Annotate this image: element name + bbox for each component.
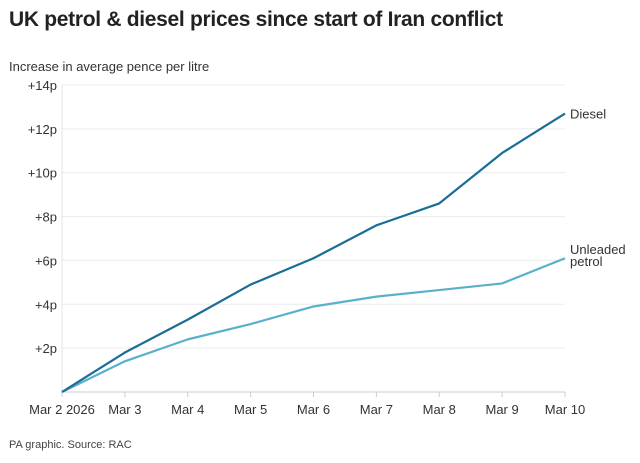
series-label: Unleaded petrol: [570, 242, 626, 269]
series-line-diesel: [61, 112, 566, 393]
y-tick-label: +12p: [28, 122, 57, 137]
series-label: Diesel: [570, 107, 606, 122]
x-tick-label: Mar 2 2026: [29, 402, 95, 417]
x-tick-label: Mar 6: [297, 402, 330, 417]
x-tick-label: Mar 8: [423, 402, 456, 417]
y-axis-label: Increase in average pence per litre: [9, 59, 210, 74]
x-tick-label: Mar 3: [108, 402, 141, 417]
x-tick-label: Mar 7: [360, 402, 393, 417]
source-note: PA graphic. Source: RAC: [9, 439, 132, 451]
x-tick-label: Mar 4: [171, 402, 204, 417]
series-line-unleaded-petrol: [61, 257, 566, 393]
x-tick-label: Mar 5: [234, 402, 267, 417]
y-tick-label: +8p: [35, 210, 57, 225]
y-tick-label: +2p: [35, 341, 57, 356]
y-tick-label: +14p: [28, 78, 57, 93]
chart-title: UK petrol & diesel prices since start of…: [9, 8, 503, 31]
y-tick-label: +6p: [35, 253, 57, 268]
y-tick-label: +10p: [28, 166, 57, 181]
y-tick-label: +4p: [35, 297, 57, 312]
x-tick-label: Mar 10: [545, 402, 585, 417]
x-tick-label: Mar 9: [486, 402, 519, 417]
